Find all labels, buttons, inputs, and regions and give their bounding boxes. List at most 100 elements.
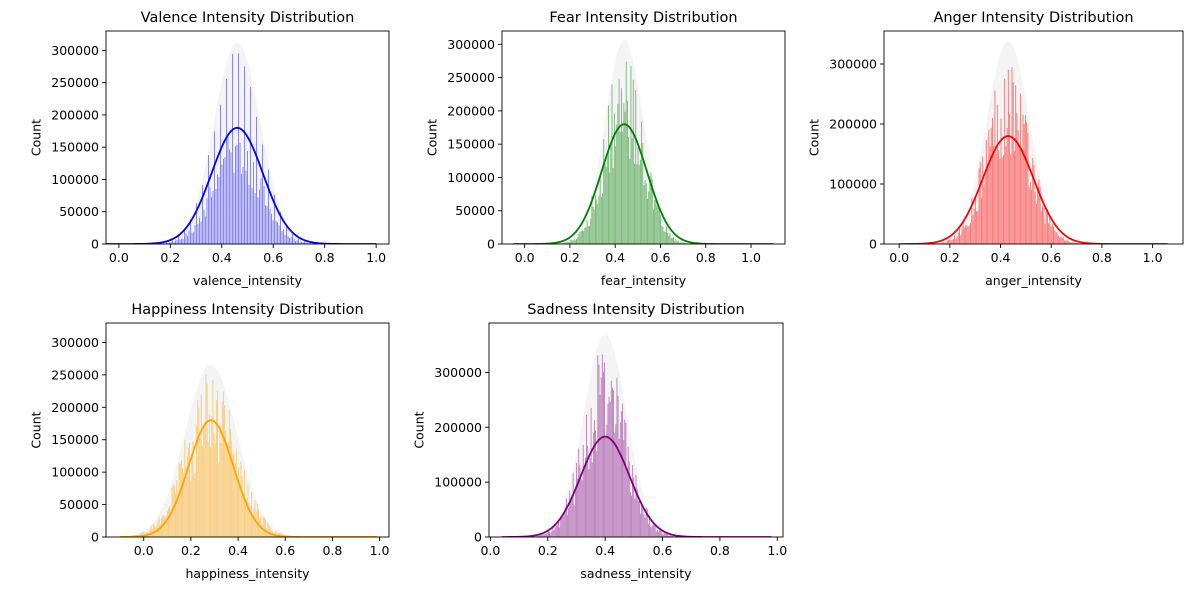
hist-bar: [598, 195, 600, 244]
plot-area: [107, 365, 378, 537]
hist-bar: [266, 528, 268, 537]
hist-bar: [684, 242, 686, 244]
hist-bar: [612, 168, 614, 244]
hist-bar: [652, 524, 654, 537]
hist-bar: [960, 235, 962, 244]
hist-bar: [639, 159, 641, 244]
x-tick-label: 0.8: [1092, 250, 1112, 265]
y-tick-label: 100000: [829, 177, 877, 192]
hist-bar: [610, 380, 612, 537]
hist-bar: [589, 457, 591, 537]
x-tick-label: 0.0: [109, 250, 129, 265]
hist-bar: [1035, 203, 1037, 244]
hist-bar: [242, 167, 244, 244]
hist-bar: [247, 151, 248, 244]
hist-bar: [141, 532, 143, 537]
hist-bar: [169, 505, 171, 537]
hist-bar: [220, 104, 221, 244]
hist-bar: [563, 512, 565, 537]
hist-bar: [182, 238, 184, 244]
hist-bar: [661, 531, 663, 537]
hist-bar: [197, 224, 199, 244]
hist-bar: [643, 514, 645, 537]
hist-bar: [268, 169, 269, 244]
hist-bar: [1059, 238, 1061, 244]
hist-bar: [562, 516, 564, 537]
chart-title: Happiness Intensity Distribution: [131, 302, 363, 318]
y-axis-label: Count: [28, 119, 43, 156]
hist-bar: [1001, 157, 1003, 244]
hist-bar: [995, 153, 997, 244]
hist-bar: [629, 158, 631, 244]
hist-bar: [656, 530, 658, 537]
hist-bar: [591, 462, 593, 537]
hist-bar: [592, 206, 594, 244]
hist-bar: [179, 463, 181, 537]
hist-bar: [985, 139, 987, 244]
hist-bar: [1002, 155, 1004, 244]
hist-bar: [949, 239, 951, 244]
hist-bar: [603, 371, 604, 537]
x-tick-label: 0.0: [480, 543, 500, 558]
hist-bar: [166, 242, 167, 244]
hist-bar: [1039, 186, 1041, 244]
y-axis-label: Count: [806, 119, 821, 156]
hist-bar: [994, 90, 996, 244]
hist-bar: [598, 364, 600, 537]
hist-bar: [637, 144, 639, 244]
hist-bar: [278, 225, 280, 244]
axes-frame: [488, 322, 784, 538]
hist-bar: [1007, 69, 1009, 244]
hist-bar: [1042, 205, 1044, 244]
hist-bar: [559, 527, 561, 537]
hist-bar: [265, 519, 266, 537]
hist-bar: [252, 516, 254, 537]
hist-bar: [977, 210, 979, 244]
hist-bar: [211, 415, 213, 537]
hist-bar: [624, 419, 626, 537]
hist-bar: [546, 532, 548, 537]
y-tick-label: 100000: [434, 475, 482, 490]
hist-bar: [619, 422, 621, 537]
hist-bar: [585, 227, 587, 244]
hist-bar: [976, 211, 978, 244]
hist-bar: [581, 480, 583, 537]
hist-bar: [609, 401, 611, 537]
x-tick-label: 0.2: [940, 250, 960, 265]
hist-bar: [211, 196, 212, 244]
hist-bar: [1011, 67, 1013, 244]
hist-bar: [215, 399, 217, 537]
x-tick-label: 0.2: [160, 250, 180, 265]
hist-bar: [265, 205, 266, 244]
hist-bar: [611, 84, 613, 244]
hist-bar: [565, 498, 567, 537]
hist-bar: [601, 354, 603, 537]
hist-bar: [617, 395, 619, 537]
hist-bar: [269, 527, 271, 537]
hist-bar: [981, 197, 982, 244]
hist-bar: [574, 240, 576, 244]
hist-bar: [214, 131, 215, 244]
hist-bar: [677, 240, 679, 244]
y-axis-label: Count: [28, 411, 43, 448]
hist-bar: [255, 511, 257, 537]
hist-bar: [200, 394, 202, 537]
hist-bar: [1061, 237, 1063, 244]
hist-bar: [604, 159, 606, 244]
hist-bar: [984, 176, 986, 244]
hist-bar: [662, 534, 664, 537]
plot-area: [513, 39, 774, 244]
hist-bar: [214, 443, 216, 537]
hist-bar: [175, 240, 176, 244]
hist-bar: [149, 529, 151, 537]
hist-bar: [651, 179, 653, 244]
hist-bar: [244, 469, 245, 537]
y-tick-label: 150000: [447, 137, 495, 152]
hist-bar: [230, 152, 232, 244]
hist-bar: [262, 144, 263, 244]
hist-bar: [592, 432, 594, 537]
plot-area: [501, 334, 772, 537]
hist-bar: [616, 377, 618, 537]
x-tick-label: 0.8: [322, 543, 342, 558]
hist-bar: [579, 465, 581, 537]
